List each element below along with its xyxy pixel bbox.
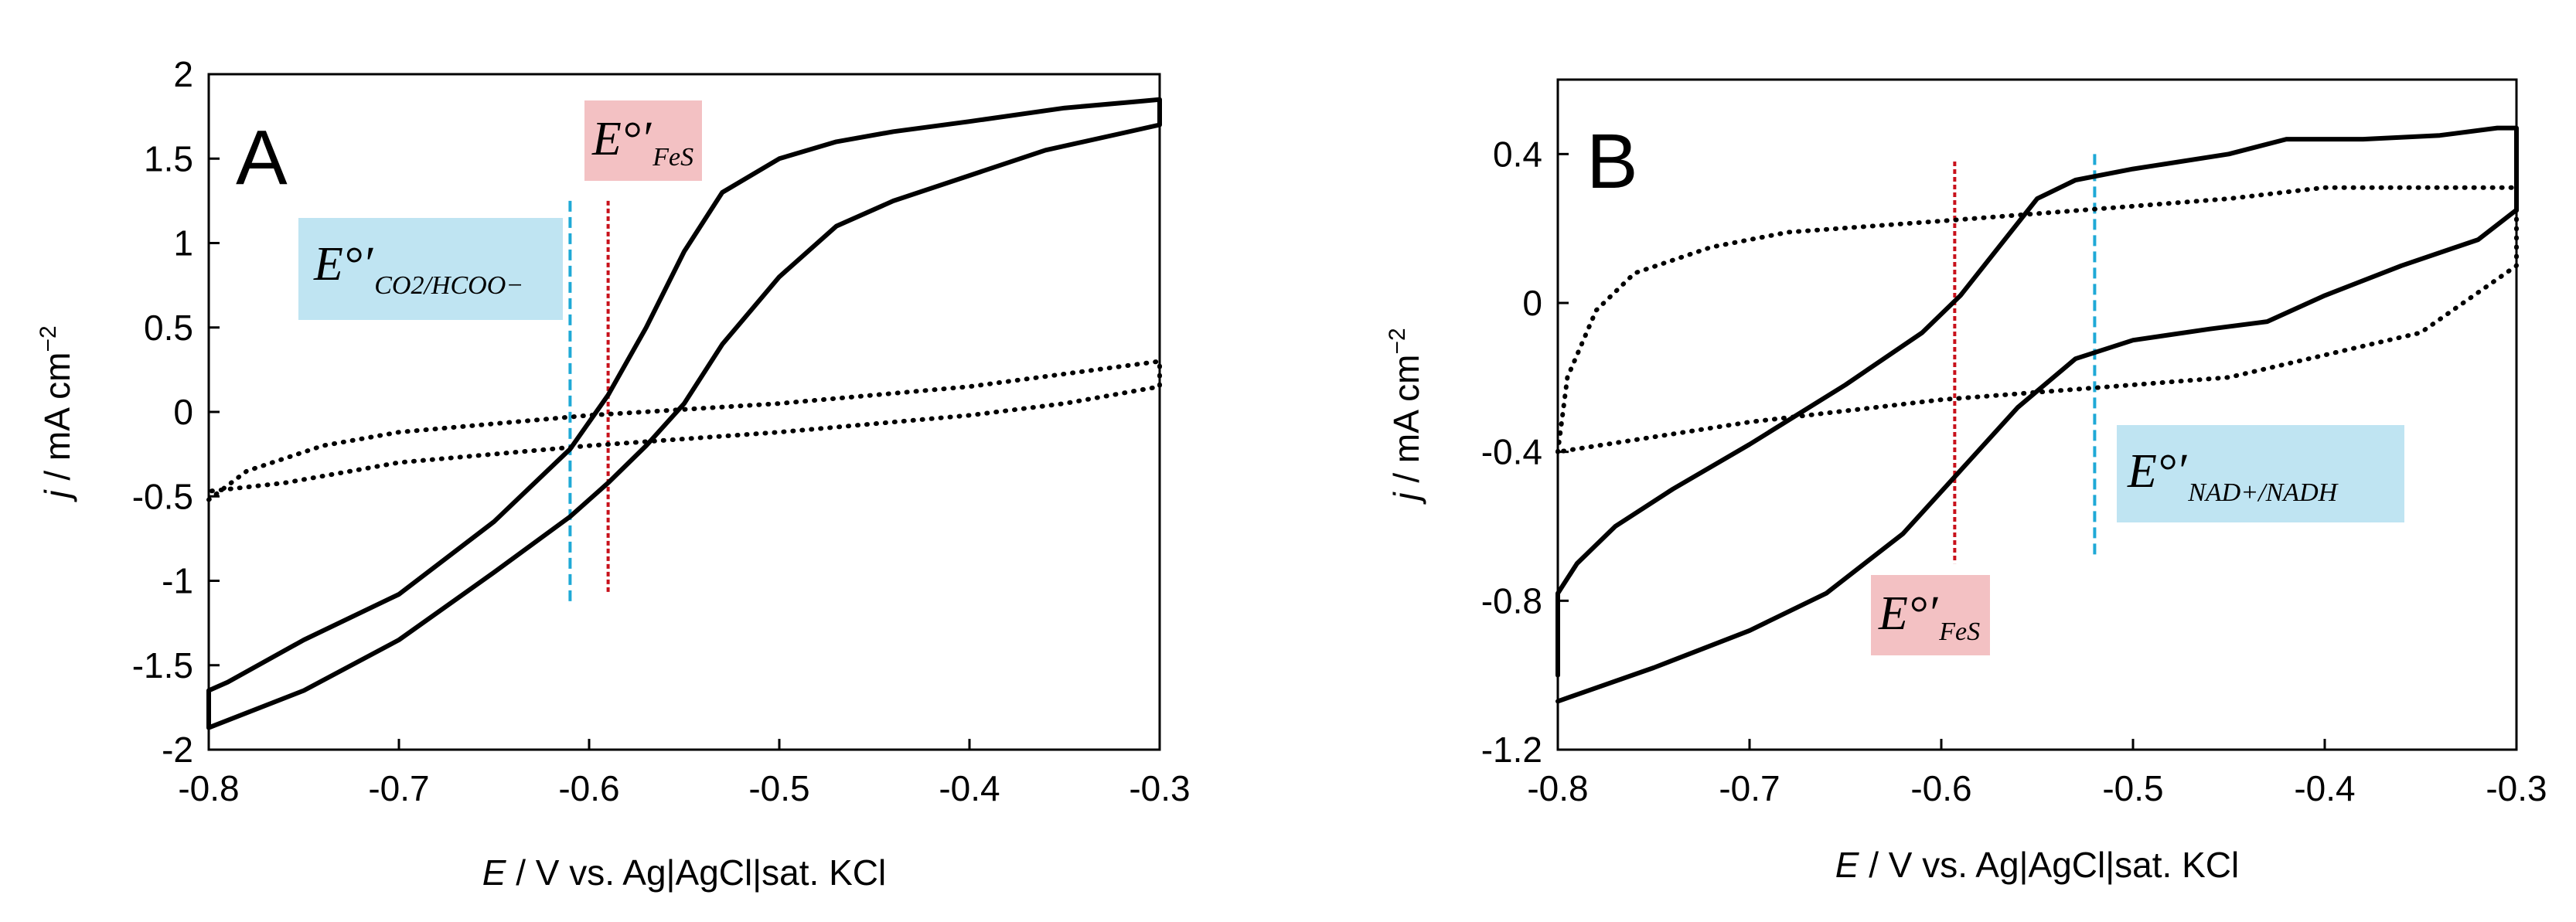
co2-hcoo-box-a [298, 218, 563, 320]
x-axis-label-rest-b: / V vs. Ag|AgCl|sat. KCl [1859, 845, 2239, 885]
fes-symbol-b: E°′ [1878, 587, 1939, 640]
fes-box-a [584, 100, 702, 181]
ticks-a: -0.8 -0.7 -0.6 -0.5 -0.4 -0.3 -2 -1.5 -1 -0.5 0 0.5… [132, 54, 1191, 808]
x-axis-label-italic-b: E [1835, 845, 1860, 885]
y-tick-label-a: 2 [173, 54, 193, 94]
y-tick-label-a: 0.5 [144, 308, 193, 348]
y-tick-label-a: 1 [173, 223, 193, 264]
fes-subscript-a: FeS [652, 143, 693, 172]
x-tick-label-a: -0.7 [368, 768, 429, 808]
panel-label-a: A [236, 114, 288, 201]
co2-hcoo-subscript-a: CO2/HCOO− [374, 271, 523, 300]
y-tick-label-b: -0.4 [1481, 432, 1542, 472]
fes-annotation-b: E°′FeS [1871, 575, 1990, 655]
fes-symbol-a: E°′ [591, 113, 653, 165]
y-tick-label-a: -0.5 [132, 476, 193, 516]
x-tick-label-a: -0.4 [939, 768, 1000, 808]
x-tick-label-b: -0.7 [1719, 768, 1780, 808]
y-tick-label-b: -1.2 [1481, 730, 1542, 770]
nad-nadh-annotation-b: E°′NAD+/NADH [2117, 425, 2404, 522]
y-axis-label-rest-a: / mA cm [37, 352, 77, 491]
nad-nadh-label-b: E°′NAD+/NADH [2127, 445, 2339, 507]
y-axis-label-a: j / mA cm−2 [36, 325, 77, 502]
panel-label-b: B [1586, 118, 1638, 205]
nad-nadh-symbol-b: E°′ [2127, 445, 2188, 498]
series-b [1555, 125, 2519, 704]
series-a [206, 97, 1162, 730]
y-tick-label-a: -1 [162, 561, 193, 601]
x-tick-label-b: -0.5 [2102, 768, 2163, 808]
fes-annotation-a: E°′FeS [584, 100, 702, 181]
reference-lines-b [1953, 154, 2097, 564]
ticks-b: -0.8 -0.7 -0.6 -0.5 -0.4 -0.3-1.2-0.8-0.400.4 [1481, 134, 2547, 808]
nad-nadh-box-b [2117, 425, 2404, 522]
fes-subscript-b: FeS [1938, 618, 1980, 646]
y-tick-label-b: 0.4 [1493, 134, 1542, 174]
x-tick-label-a: -0.6 [558, 768, 619, 808]
y-axis-label-sup-a: −2 [36, 325, 61, 352]
x-tick-label-a: -0.3 [1129, 768, 1190, 808]
y-tick-label-a: 1.5 [144, 138, 193, 179]
panel-b: -0.8 -0.7 -0.6 -0.5 -0.4 -0.3-1.2-0.8-0.400.4… [1385, 78, 2547, 885]
co2-hcoo-symbol-a: E°′ [313, 238, 374, 291]
y-tick-label-a: 0 [173, 392, 193, 432]
series-dotted-a [206, 359, 1162, 502]
x-tick-label-a: -0.5 [748, 768, 809, 808]
co2-hcoo-annotation-a: E°′CO2/HCOO− [298, 218, 563, 320]
fes-box-b [1871, 575, 1990, 655]
co2-hcoo-label-a: E°′CO2/HCOO− [313, 238, 523, 300]
fes-label-b: E°′FeS [1878, 587, 1980, 646]
x-tick-label-b: -0.3 [2486, 768, 2547, 808]
y-tick-label-a: -2 [162, 730, 193, 770]
y-tick-label-b: 0 [1522, 283, 1542, 323]
x-tick-label-b: -0.8 [1527, 768, 1588, 808]
x-axis-label-rest-a: / V vs. Ag|AgCl|sat. KCl [506, 852, 886, 893]
nad-nadh-subscript-b: NAD+/NADH [2187, 478, 2339, 507]
x-axis-label-a: E / V vs. Ag|AgCl|sat. KCl [482, 852, 886, 893]
series-solid-a [206, 97, 1162, 730]
x-tick-label-a: -0.8 [178, 768, 239, 808]
series-dotted-b [1555, 185, 2519, 454]
y-axis-label-b: j / mA cm−2 [1385, 328, 1426, 505]
y-tick-label-a: -1.5 [132, 645, 193, 686]
x-axis-label-italic-a: E [482, 852, 507, 893]
y-tick-label-b: -0.8 [1481, 580, 1542, 621]
panel-a: -0.8 -0.7 -0.6 -0.5 -0.4 -0.3 -2 -1.5 -1 -0.5 0 0.5… [36, 54, 1191, 893]
x-axis-label-b: E / V vs. Ag|AgCl|sat. KCl [1835, 845, 2239, 885]
x-tick-label-b: -0.4 [2294, 768, 2355, 808]
plot-area-b [1556, 78, 2518, 751]
y-axis-label-sup-b: −2 [1385, 328, 1410, 354]
fes-label-a: E°′FeS [591, 113, 693, 172]
x-tick-label-b: -0.6 [1910, 768, 1971, 808]
series-solid-b [1555, 125, 2519, 704]
y-axis-label-rest-b: / mA cm [1386, 355, 1426, 493]
